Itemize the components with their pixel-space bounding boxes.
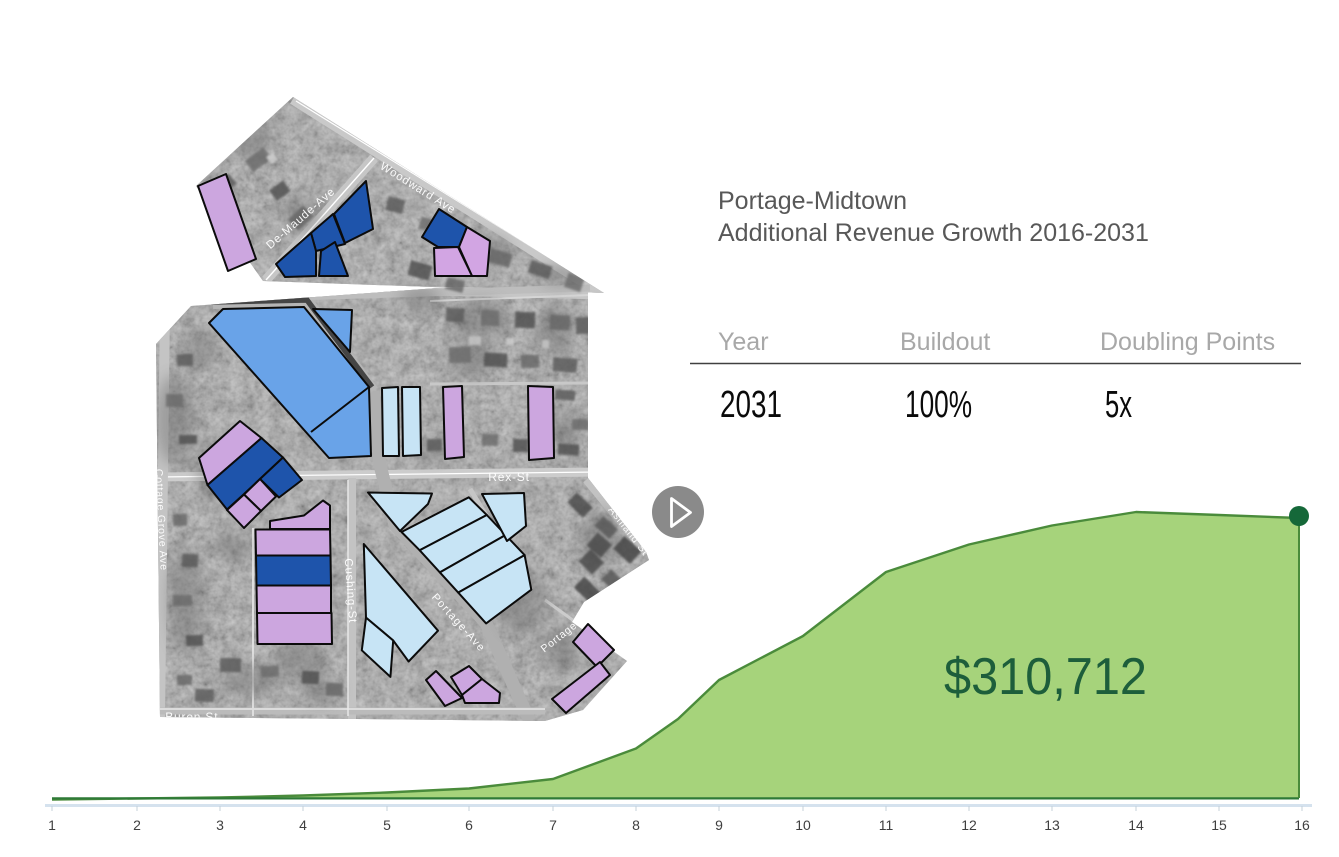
svg-text:Portage-Midtown: Portage-Midtown [718, 187, 907, 215]
svg-text:5x: 5x [1105, 384, 1132, 426]
svg-text:Additional Revenue Growth 2016: Additional Revenue Growth 2016-2031 [718, 219, 1149, 247]
svg-text:7: 7 [549, 817, 557, 833]
svg-text:Cushing-St: Cushing-St [342, 558, 358, 624]
svg-text:100%: 100% [905, 384, 972, 426]
svg-text:14: 14 [1128, 817, 1144, 833]
svg-text:3: 3 [216, 817, 224, 833]
svg-text:$310,712: $310,712 [944, 648, 1147, 706]
svg-text:2031: 2031 [720, 384, 782, 426]
svg-text:8: 8 [632, 817, 640, 833]
svg-text:11: 11 [879, 817, 894, 833]
svg-text:16: 16 [1294, 817, 1310, 833]
svg-text:10: 10 [795, 817, 811, 833]
svg-text:Rex-St: Rex-St [488, 470, 529, 484]
svg-text:Buildout: Buildout [900, 328, 990, 356]
svg-text:4: 4 [299, 817, 307, 833]
svg-text:Year: Year [718, 328, 769, 356]
svg-text:2: 2 [133, 817, 141, 833]
svg-text:1: 1 [48, 817, 56, 833]
svg-text:Cottage Grove Ave: Cottage Grove Ave [152, 469, 169, 572]
svg-text:Doubling Points: Doubling Points [1100, 328, 1275, 356]
svg-text:5: 5 [383, 817, 391, 833]
svg-text:6: 6 [465, 817, 473, 833]
svg-text:13: 13 [1044, 817, 1060, 833]
svg-text:n Buren St: n Buren St [154, 710, 219, 724]
svg-text:9: 9 [715, 817, 723, 833]
svg-text:15: 15 [1211, 817, 1227, 833]
svg-text:12: 12 [961, 817, 977, 833]
